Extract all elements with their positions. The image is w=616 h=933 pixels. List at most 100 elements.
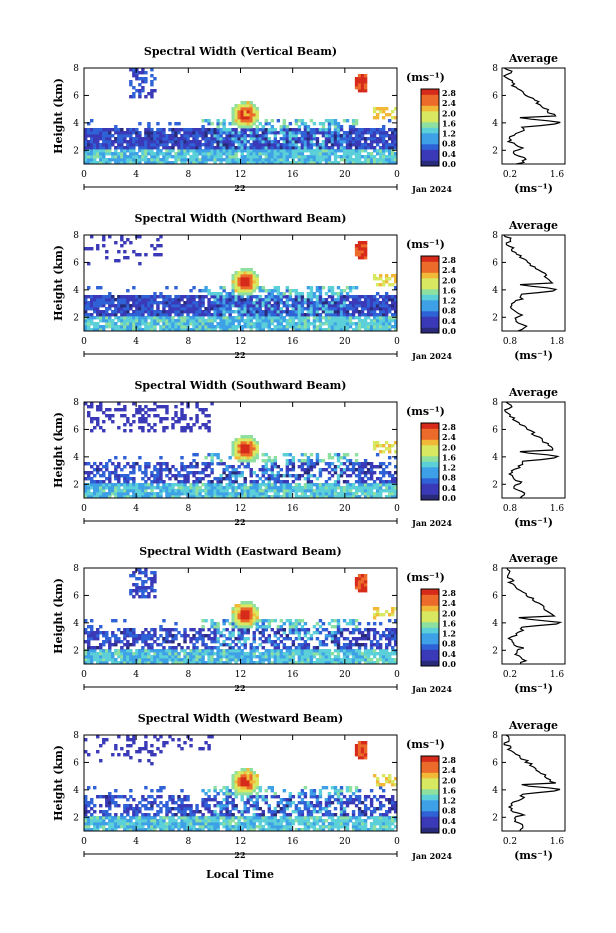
colorbar-band	[421, 429, 439, 435]
colorbar-tick-label: 1.2	[442, 296, 456, 306]
y-tick-label: 4	[73, 453, 79, 463]
profile-title: Average	[508, 219, 558, 232]
x-tick-label: 0	[81, 337, 87, 347]
colorbar-tick-label: 0.0	[442, 659, 456, 669]
colorbar-tick-label: 2.8	[442, 255, 456, 265]
profile-title: Average	[508, 552, 558, 565]
y-tick-label: 8	[73, 564, 79, 574]
x-tick-label: 4	[133, 504, 139, 514]
colorbar-band	[421, 95, 439, 101]
x-tick-label: 16	[287, 670, 299, 680]
profile-y-tick-label: 6	[492, 91, 498, 101]
panel-title: Spectral Width (Northward Beam)	[135, 212, 347, 225]
y-tick-label: 8	[73, 398, 79, 408]
colorbar-band	[421, 267, 439, 273]
colorbar-tick-label: 2.8	[442, 588, 456, 598]
colorbar-band	[421, 423, 439, 429]
y-tick-label: 8	[73, 64, 79, 74]
x-tick-label: 12	[235, 504, 246, 514]
colorbar-band	[421, 589, 439, 595]
profile-x-tick-label: 1.6	[550, 837, 565, 847]
colorbar-band	[421, 445, 439, 451]
colorbar-tick-label: 2.4	[442, 265, 456, 275]
colorbar-tick-label: 2.0	[442, 275, 456, 285]
profile-y-tick-label: 2	[492, 313, 498, 323]
x-tick-label: 0	[81, 170, 87, 180]
profile-y-tick-label: 6	[492, 425, 498, 435]
profile-line	[504, 68, 560, 164]
x-tick-label: 4	[133, 170, 139, 180]
profile-y-tick-label: 6	[492, 591, 498, 601]
colorbar-band	[421, 300, 439, 306]
x-tick-label: 0	[394, 504, 400, 514]
colorbar-band	[421, 139, 439, 145]
colorbar-band	[421, 317, 439, 323]
x-tick-label: 0	[81, 504, 87, 514]
y-axis-label: Height (km)	[52, 245, 65, 321]
date-day: 22	[234, 683, 245, 693]
profile-x-tick-label: 1.6	[550, 504, 565, 514]
colorbar-band	[421, 295, 439, 301]
colorbar-band	[421, 828, 439, 834]
colorbar-band	[421, 784, 439, 790]
colorbar-band	[421, 100, 439, 106]
colorbar-tick-label: 0.4	[442, 316, 456, 326]
colorbar-band	[421, 495, 439, 501]
x-tick-label: 20	[339, 337, 351, 347]
colorbar-tick-label: 2.0	[442, 442, 456, 452]
colorbar-band	[421, 106, 439, 112]
colorbar-band	[421, 322, 439, 328]
profile-y-tick-label: 8	[492, 564, 498, 574]
x-tick-label: 4	[133, 837, 139, 847]
colorbar-tick-label: 1.6	[442, 452, 456, 462]
profile-y-tick-label: 8	[492, 231, 498, 241]
y-tick-label: 2	[73, 813, 79, 823]
profile-y-tick-label: 2	[492, 813, 498, 823]
x-tick-label: 12	[235, 670, 246, 680]
x-tick-label: 0	[81, 837, 87, 847]
date-label: Jan 2024	[411, 518, 452, 528]
colorbar-tick-label: 1.6	[442, 618, 456, 628]
profile-y-tick-label: 8	[492, 398, 498, 408]
colorbar-tick-label: 0.4	[442, 816, 456, 826]
profile-y-tick-label: 4	[492, 619, 498, 629]
profile-x-tick-label: 1.6	[550, 670, 565, 680]
panel-3: Spectral Width (Southward Beam)2468Heigh…	[52, 379, 565, 529]
colorbar-band	[421, 150, 439, 156]
colorbar-unit: (ms⁻¹)	[406, 405, 445, 418]
colorbar-band	[421, 650, 439, 656]
x-tick-label: 16	[287, 504, 299, 514]
colorbar-band	[421, 822, 439, 828]
x-tick-label: 4	[133, 670, 139, 680]
profile-x-tick-label: 0.2	[503, 837, 517, 847]
x-tick-label: 16	[287, 837, 299, 847]
colorbar-band	[421, 133, 439, 139]
x-tick-label: 8	[185, 337, 191, 347]
x-tick-label: 20	[339, 504, 351, 514]
profile-y-tick-label: 4	[492, 286, 498, 296]
profile-y-tick-label: 4	[492, 786, 498, 796]
profile-line	[505, 402, 558, 498]
colorbar-band	[421, 128, 439, 134]
profile-y-tick-label: 6	[492, 258, 498, 268]
date-label: Jan 2024	[411, 351, 452, 361]
colorbar-band	[421, 633, 439, 639]
colorbar-tick-label: 0.0	[442, 159, 456, 169]
colorbar-tick-label: 1.6	[442, 785, 456, 795]
colorbar-tick-label: 0.0	[442, 493, 456, 503]
profile-y-tick-label: 8	[492, 64, 498, 74]
colorbar-band	[421, 756, 439, 762]
x-tick-label: 8	[185, 670, 191, 680]
colorbar-band	[421, 155, 439, 161]
colorbar-band	[421, 278, 439, 284]
colorbar-band	[421, 311, 439, 317]
colorbar-band	[421, 256, 439, 262]
colorbar-tick-label: 2.8	[442, 422, 456, 432]
profile-y-tick-label: 4	[492, 453, 498, 463]
panel-2: Spectral Width (Northward Beam) 2 4 6 8 Heigh…	[52, 212, 565, 362]
x-tick-label: 0	[394, 837, 400, 847]
colorbar-tick-label: 0.0	[442, 826, 456, 836]
colorbar-band	[421, 122, 439, 128]
